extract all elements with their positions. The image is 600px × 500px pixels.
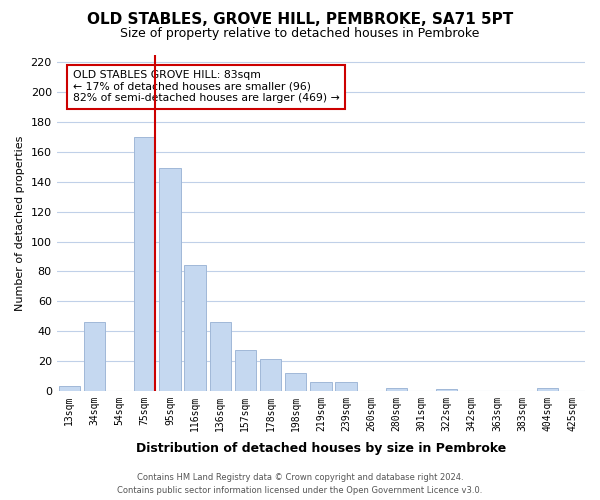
Text: OLD STABLES GROVE HILL: 83sqm
← 17% of detached houses are smaller (96)
82% of s: OLD STABLES GROVE HILL: 83sqm ← 17% of d…	[73, 70, 339, 103]
Y-axis label: Number of detached properties: Number of detached properties	[15, 135, 25, 310]
Bar	[235, 350, 256, 391]
Bar	[134, 137, 155, 391]
Bar	[386, 388, 407, 391]
Bar	[84, 322, 105, 391]
Bar	[159, 168, 181, 391]
Bar	[436, 390, 457, 391]
Text: Size of property relative to detached houses in Pembroke: Size of property relative to detached ho…	[121, 28, 479, 40]
Text: OLD STABLES, GROVE HILL, PEMBROKE, SA71 5PT: OLD STABLES, GROVE HILL, PEMBROKE, SA71 …	[87, 12, 513, 28]
X-axis label: Distribution of detached houses by size in Pembroke: Distribution of detached houses by size …	[136, 442, 506, 455]
Bar	[209, 322, 231, 391]
Text: Contains HM Land Registry data © Crown copyright and database right 2024.
Contai: Contains HM Land Registry data © Crown c…	[118, 473, 482, 495]
Bar	[285, 373, 307, 391]
Bar	[310, 382, 332, 391]
Bar	[184, 266, 206, 391]
Bar	[536, 388, 558, 391]
Bar	[59, 386, 80, 391]
Bar	[260, 360, 281, 391]
Bar	[335, 382, 356, 391]
